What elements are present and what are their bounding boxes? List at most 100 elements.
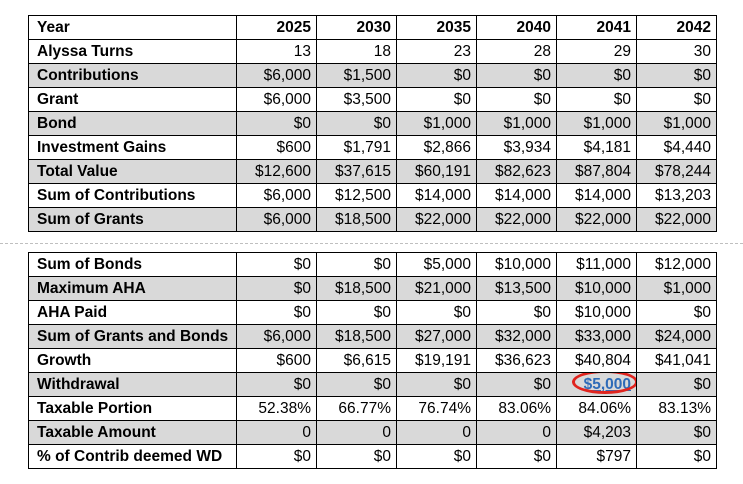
- row-label[interactable]: Sum of Grants and Bonds: [28, 324, 237, 349]
- year-cell[interactable]: 2025: [236, 15, 317, 40]
- table-cell[interactable]: 66.77%: [316, 396, 397, 421]
- table-cell[interactable]: $0: [236, 252, 317, 277]
- table-cell[interactable]: $40,804: [556, 348, 637, 373]
- table-cell[interactable]: $0: [556, 63, 637, 88]
- year-cell[interactable]: 2042: [636, 15, 717, 40]
- table-cell[interactable]: 0: [316, 420, 397, 445]
- year-cell[interactable]: 2035: [396, 15, 477, 40]
- row-label[interactable]: Growth: [28, 348, 237, 373]
- table-cell[interactable]: $10,000: [556, 276, 637, 301]
- table-cell[interactable]: $0: [396, 372, 477, 397]
- table-cell[interactable]: $0: [316, 111, 397, 136]
- table-cell[interactable]: $2,866: [396, 135, 477, 160]
- table-cell[interactable]: $32,000: [476, 324, 557, 349]
- table-cell[interactable]: $18,500: [316, 324, 397, 349]
- table-cell[interactable]: $0: [476, 444, 557, 469]
- table-cell[interactable]: $0: [396, 444, 477, 469]
- row-label[interactable]: % of Contrib deemed WD: [28, 444, 237, 469]
- table-cell[interactable]: $0: [236, 300, 317, 325]
- table-cell[interactable]: $1,000: [556, 111, 637, 136]
- row-label[interactable]: Sum of Contributions: [28, 183, 237, 208]
- table-cell[interactable]: $600: [236, 135, 317, 160]
- table-cell[interactable]: $0: [316, 252, 397, 277]
- table-cell[interactable]: $0: [316, 444, 397, 469]
- table-cell[interactable]: $0: [636, 87, 717, 112]
- row-label[interactable]: Sum of Grants: [28, 207, 237, 232]
- table-cell[interactable]: $13,203: [636, 183, 717, 208]
- table-cell[interactable]: $33,000: [556, 324, 637, 349]
- table-cell[interactable]: $60,191: [396, 159, 477, 184]
- table-cell[interactable]: $27,000: [396, 324, 477, 349]
- row-label[interactable]: Total Value: [28, 159, 237, 184]
- row-label[interactable]: Taxable Portion: [28, 396, 237, 421]
- table-cell[interactable]: 30: [636, 39, 717, 64]
- row-label[interactable]: Taxable Amount: [28, 420, 237, 445]
- row-label[interactable]: AHA Paid: [28, 300, 237, 325]
- table-cell[interactable]: $0: [476, 300, 557, 325]
- row-label[interactable]: Bond: [28, 111, 237, 136]
- table-cell[interactable]: $0: [636, 63, 717, 88]
- table-cell[interactable]: $1,000: [636, 276, 717, 301]
- row-label[interactable]: Contributions: [28, 63, 237, 88]
- table-cell[interactable]: $6,000: [236, 87, 317, 112]
- year-cell[interactable]: 2041: [556, 15, 637, 40]
- table-cell[interactable]: $0: [236, 276, 317, 301]
- table-cell[interactable]: $1,791: [316, 135, 397, 160]
- table-cell[interactable]: $78,244: [636, 159, 717, 184]
- table-cell[interactable]: $41,041: [636, 348, 717, 373]
- table-cell[interactable]: 0: [396, 420, 477, 445]
- table-cell[interactable]: $14,000: [476, 183, 557, 208]
- table-cell[interactable]: $12,000: [636, 252, 717, 277]
- table-cell[interactable]: $36,623: [476, 348, 557, 373]
- table-cell[interactable]: $22,000: [636, 207, 717, 232]
- table-cell[interactable]: $10,000: [476, 252, 557, 277]
- table-cell[interactable]: $6,000: [236, 324, 317, 349]
- row-label[interactable]: Grant: [28, 87, 237, 112]
- table-cell[interactable]: $0: [316, 300, 397, 325]
- table-cell[interactable]: $4,440: [636, 135, 717, 160]
- table-cell[interactable]: 52.38%: [236, 396, 317, 421]
- table-cell[interactable]: $0: [396, 63, 477, 88]
- table-cell[interactable]: $0: [556, 87, 637, 112]
- table-cell[interactable]: $0: [476, 63, 557, 88]
- highlighted-withdrawal-cell[interactable]: $5,000: [556, 372, 637, 397]
- table-cell[interactable]: $13,500: [476, 276, 557, 301]
- table-cell[interactable]: 76.74%: [396, 396, 477, 421]
- table-cell[interactable]: $19,191: [396, 348, 477, 373]
- table-cell[interactable]: $5,000: [396, 252, 477, 277]
- table-cell[interactable]: $0: [476, 372, 557, 397]
- table-cell[interactable]: $0: [476, 87, 557, 112]
- table-cell[interactable]: $0: [636, 444, 717, 469]
- table-cell[interactable]: $6,000: [236, 183, 317, 208]
- table-cell[interactable]: $18,500: [316, 276, 397, 301]
- table-cell[interactable]: 23: [396, 39, 477, 64]
- table-cell[interactable]: $87,804: [556, 159, 637, 184]
- table-cell[interactable]: $0: [636, 420, 717, 445]
- table-cell[interactable]: $0: [396, 300, 477, 325]
- table-cell[interactable]: $37,615: [316, 159, 397, 184]
- table-cell[interactable]: $0: [636, 372, 717, 397]
- table-cell[interactable]: $12,600: [236, 159, 317, 184]
- table-cell[interactable]: $0: [316, 372, 397, 397]
- table-cell[interactable]: $3,934: [476, 135, 557, 160]
- table-cell[interactable]: $1,000: [476, 111, 557, 136]
- table-cell[interactable]: $6,000: [236, 207, 317, 232]
- table-cell[interactable]: 28: [476, 39, 557, 64]
- table-cell[interactable]: $22,000: [396, 207, 477, 232]
- table-cell[interactable]: $24,000: [636, 324, 717, 349]
- table-cell[interactable]: 13: [236, 39, 317, 64]
- table-cell[interactable]: $21,000: [396, 276, 477, 301]
- table-cell[interactable]: 29: [556, 39, 637, 64]
- table-cell[interactable]: $22,000: [556, 207, 637, 232]
- table-cell[interactable]: $6,615: [316, 348, 397, 373]
- table-cell[interactable]: $1,000: [396, 111, 477, 136]
- table-cell[interactable]: $797: [556, 444, 637, 469]
- table-cell[interactable]: 84.06%: [556, 396, 637, 421]
- table-cell[interactable]: $3,500: [316, 87, 397, 112]
- table-cell[interactable]: 0: [476, 420, 557, 445]
- year-cell[interactable]: 2030: [316, 15, 397, 40]
- table-cell[interactable]: $1,500: [316, 63, 397, 88]
- year-cell[interactable]: 2040: [476, 15, 557, 40]
- row-label[interactable]: Withdrawal: [28, 372, 237, 397]
- table-cell[interactable]: 83.06%: [476, 396, 557, 421]
